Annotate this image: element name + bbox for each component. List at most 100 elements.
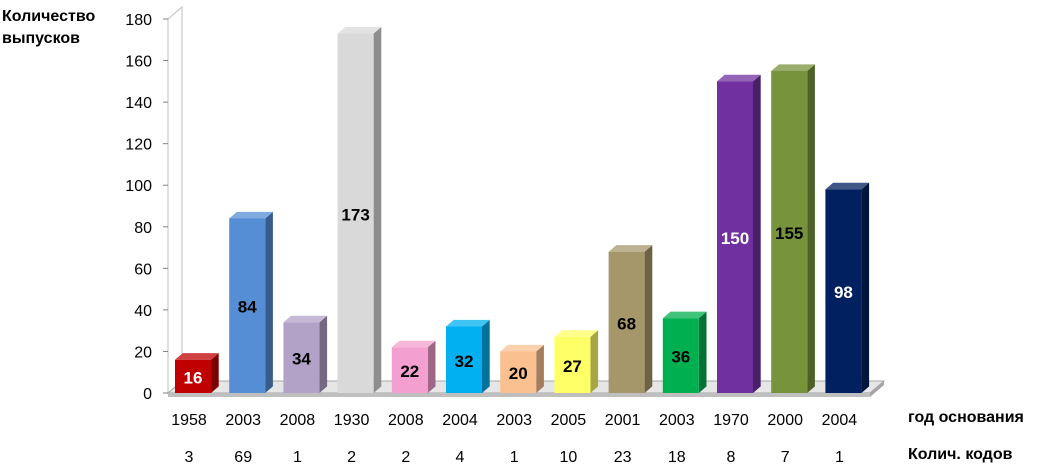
side-wall — [167, 5, 183, 395]
y-axis-title: Количество выпусков — [2, 6, 95, 50]
bar-front — [391, 347, 428, 393]
y-tick-label: 40 — [134, 303, 152, 320]
year-label: 2004 — [822, 412, 858, 429]
bar-value-label: 150 — [721, 229, 749, 248]
bar-front — [283, 322, 320, 393]
codes-label: 2 — [347, 449, 356, 465]
y-tick-label: 120 — [125, 137, 152, 154]
year-label: 2008 — [280, 412, 316, 429]
codes-label: 1 — [293, 449, 302, 465]
bar-value-label: 155 — [775, 224, 803, 243]
bar-side — [427, 340, 436, 393]
bar-value-label: 34 — [292, 350, 311, 369]
floor-edge-side — [870, 381, 884, 397]
bar-side — [265, 211, 273, 393]
bar-front — [662, 318, 699, 393]
y-axis-title-line1: Количество — [2, 8, 96, 25]
codes-label: 69 — [234, 449, 252, 465]
bar-value-label: 98 — [834, 283, 853, 302]
year-label: 2003 — [225, 412, 261, 429]
codes-label: 10 — [560, 449, 578, 465]
bar-top — [446, 319, 490, 327]
bar-side — [698, 311, 707, 393]
year-label: 2000 — [767, 412, 803, 429]
bar-top — [608, 245, 653, 252]
bar-top — [391, 340, 436, 348]
bar-side — [644, 245, 653, 393]
bar-top — [283, 315, 328, 323]
bar — [717, 74, 761, 393]
y-tick-label: 0 — [143, 386, 152, 403]
bar-front — [771, 70, 808, 393]
codes-label: 4 — [456, 449, 465, 465]
bar-side — [753, 74, 761, 393]
codes-label: 1 — [835, 449, 844, 465]
bar-top — [825, 182, 870, 190]
bar-value-label: 84 — [238, 298, 257, 317]
bar-front — [446, 326, 482, 393]
bar-side — [211, 353, 219, 393]
year-label: 2003 — [496, 412, 532, 429]
bar-value-label: 68 — [617, 314, 636, 333]
year-row-label: год основания — [908, 409, 1024, 426]
codes-label: 1 — [510, 449, 519, 465]
year-label: 1958 — [171, 412, 207, 429]
year-label: 2001 — [605, 412, 641, 429]
bar-side — [536, 344, 544, 393]
bar-top — [554, 330, 599, 337]
bar-side — [373, 26, 382, 393]
floor-edge — [168, 393, 870, 397]
bar-front — [717, 81, 753, 393]
bar-side — [590, 330, 599, 393]
bar-side — [861, 182, 870, 393]
bar-front — [554, 336, 591, 393]
bar-top — [662, 311, 707, 319]
bar — [608, 245, 653, 393]
bar — [337, 26, 382, 394]
y-tick-label: 60 — [134, 261, 152, 278]
bar-value-label: 22 — [400, 362, 419, 381]
y-tick-label: 20 — [134, 344, 152, 361]
bar-top — [175, 353, 219, 360]
bar-value-label: 20 — [509, 364, 528, 383]
bar-front — [608, 251, 645, 393]
bar — [500, 344, 544, 393]
bar — [391, 340, 436, 393]
bar — [554, 330, 599, 393]
year-label: 1930 — [334, 412, 370, 429]
year-label: 2008 — [388, 412, 424, 429]
bar — [771, 64, 815, 393]
bar-front — [337, 33, 374, 394]
y-tick-label: 160 — [125, 54, 152, 71]
bar — [825, 182, 870, 393]
year-label: 1970 — [713, 412, 749, 429]
bar-side — [807, 64, 815, 393]
bar-side — [319, 315, 328, 393]
y-axis-title-line2: выпусков — [2, 30, 80, 47]
bar-value-label: 173 — [341, 205, 369, 224]
bar-front — [229, 218, 266, 393]
codes-label: 8 — [727, 449, 736, 465]
year-label: 2004 — [442, 412, 478, 429]
bar-value-label: 27 — [563, 357, 582, 376]
bar — [283, 315, 328, 393]
codes-label: 2 — [401, 449, 410, 465]
bar-value-label: 16 — [184, 368, 203, 387]
year-label: 2005 — [551, 412, 587, 429]
bar-value-label: 36 — [671, 348, 690, 367]
y-tick-label: 100 — [125, 178, 152, 195]
bar-front — [825, 189, 862, 393]
y-tick-label: 180 — [125, 12, 152, 29]
bar-value-label: 32 — [455, 352, 474, 371]
bar-top — [771, 64, 815, 71]
bar-top — [717, 74, 761, 82]
bar — [175, 353, 219, 393]
codes-label: 7 — [781, 449, 790, 465]
bar-side — [482, 319, 490, 393]
bar-top — [500, 344, 544, 352]
bar — [446, 319, 490, 393]
codes-label: 3 — [185, 449, 194, 465]
y-tick-label: 140 — [125, 95, 152, 112]
codes-label: 23 — [614, 449, 632, 465]
bar-front — [175, 359, 211, 393]
